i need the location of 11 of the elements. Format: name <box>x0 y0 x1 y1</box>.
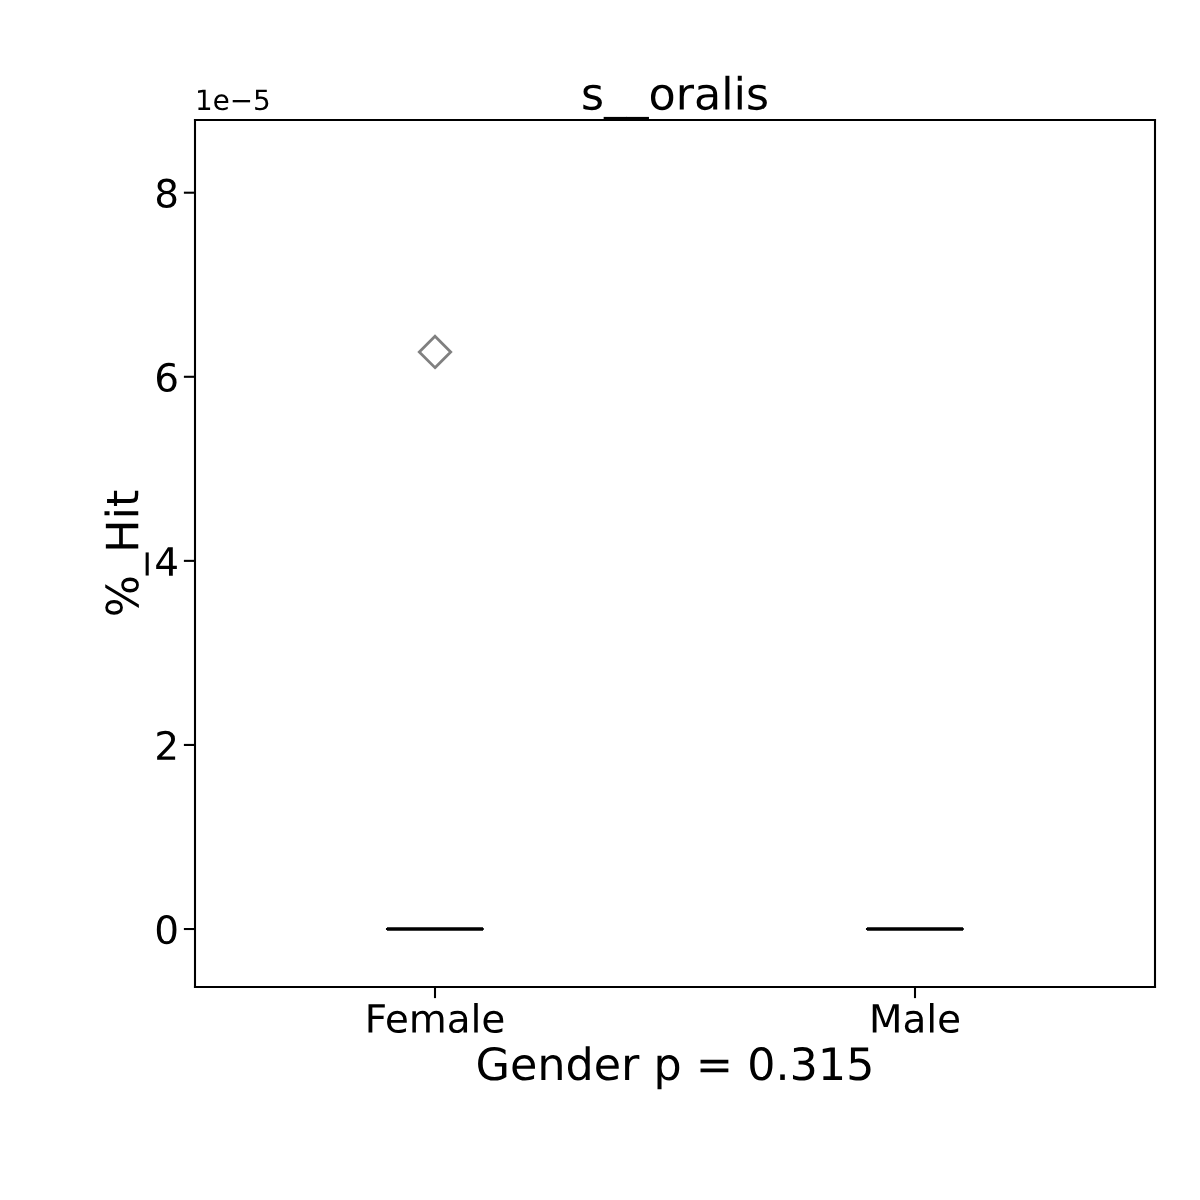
y-tick-label: 8 <box>156 178 177 209</box>
text: 1e−5 <box>198 89 269 111</box>
y-tick-label: 2 <box>157 730 176 760</box>
y-tick-label: 0 <box>156 914 177 945</box>
y-tick-label: 4 <box>156 547 177 576</box>
y-axis-title: %_Hit <box>104 490 149 615</box>
x-tick-label: Male <box>872 1002 959 1034</box>
chart-title: s__oralis <box>583 75 767 120</box>
y-tick-label: 6 <box>157 362 177 393</box>
x-axis-title: Gender p = 0.315 <box>478 1046 871 1090</box>
x-tick-label: Female <box>368 1002 504 1034</box>
